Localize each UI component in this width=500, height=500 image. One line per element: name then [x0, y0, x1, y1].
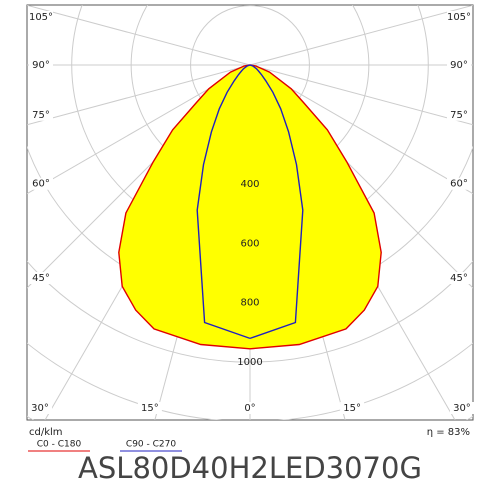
- angle-tick-label: 90°: [32, 60, 50, 71]
- legend-label: C0 - C180: [37, 440, 82, 450]
- radial-tick-label: 400: [240, 179, 259, 190]
- angle-tick-label: 60°: [450, 179, 468, 190]
- tick-label-bg: [29, 59, 53, 71]
- tick-label-bg: [340, 402, 365, 414]
- curve-line: [196, 64, 251, 340]
- legend-label: C90 - C270: [126, 440, 176, 450]
- tick-label-bg: [29, 108, 53, 121]
- curve-line: [118, 64, 251, 350]
- angle-tick-label: 90°: [450, 60, 468, 71]
- curve-line: [249, 64, 382, 350]
- angle-tick-label: 0°: [244, 403, 255, 414]
- angle-tick-label: 60°: [32, 179, 50, 190]
- angle-tick-label: 45°: [450, 273, 468, 284]
- chart-title: ASL80D40H2LED3070G: [78, 451, 422, 485]
- tick-label-bg: [447, 177, 471, 190]
- tick-label-bg: [28, 402, 53, 414]
- grid-spoke: [249, 5, 473, 66]
- radial-tick-label: 800: [240, 298, 259, 309]
- tick-label-bg: [447, 11, 471, 23]
- angle-tick-label: 105°: [447, 12, 471, 23]
- angle-tick-label: 30°: [31, 403, 49, 414]
- labels: 105° 90° 75° 60° 45° 30° 15° 0° 15° 30° 45° 60° 75° 9…: [28, 11, 474, 414]
- unit-label: cd/klm: [29, 427, 63, 438]
- grid-spoke: [27, 64, 251, 126]
- tick-label-bg: [447, 108, 471, 121]
- curve-line: [249, 64, 304, 340]
- angle-tick-label: 75°: [32, 110, 50, 121]
- tick-label-bg: [447, 59, 471, 71]
- grid-spoke: [249, 64, 473, 126]
- angle-tick-label: 30°: [453, 403, 471, 414]
- tick-label-bg: [137, 402, 162, 414]
- tick-label-bg: [29, 272, 53, 284]
- tick-label-bg: [447, 272, 471, 284]
- radial-tick-label: 600: [240, 238, 259, 249]
- angle-tick-label: 75°: [450, 110, 468, 121]
- tick-label-bg: [238, 402, 262, 414]
- angle-tick-label: 15°: [343, 403, 361, 414]
- angle-tick-label: 105°: [29, 12, 53, 23]
- plot-area: [118, 64, 382, 350]
- tick-label-bg: [29, 11, 53, 23]
- tick-label-bg: [449, 402, 474, 414]
- efficiency-label: η = 83%: [427, 427, 470, 438]
- angle-tick-label: 15°: [141, 403, 159, 414]
- tick-label-bg: [29, 177, 53, 190]
- radial-tick-label: 1000: [237, 357, 262, 368]
- grid-spoke: [27, 5, 251, 66]
- angle-tick-label: 45°: [32, 273, 50, 284]
